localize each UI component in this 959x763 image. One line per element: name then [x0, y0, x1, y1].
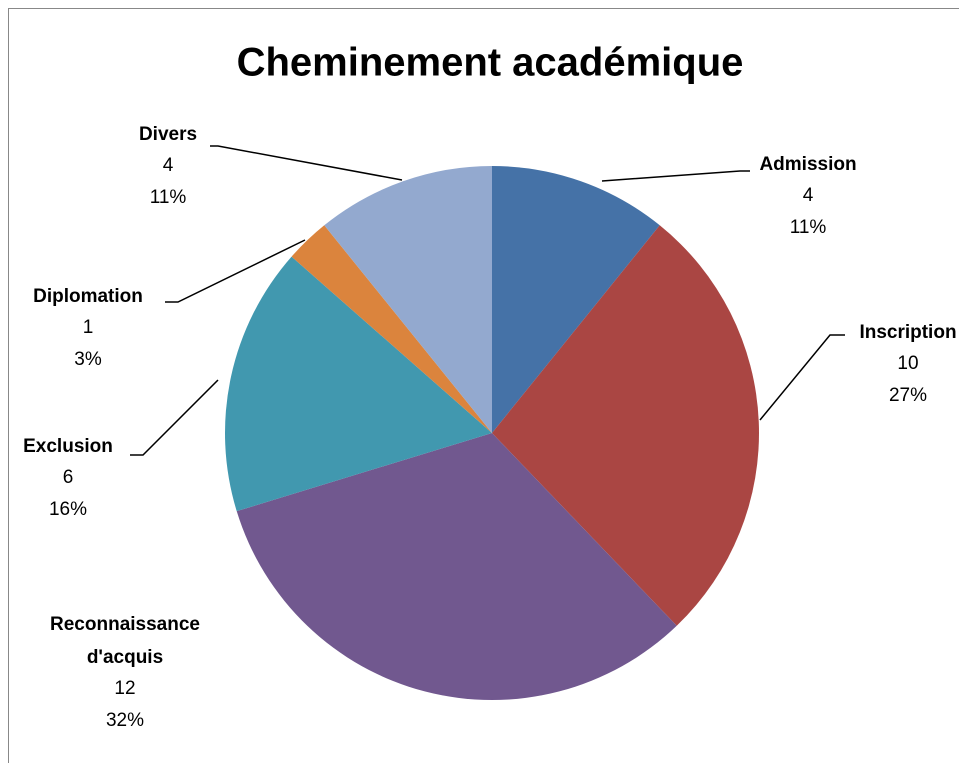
value-label: 10 [897, 353, 918, 374]
leader-line [130, 379, 219, 456]
percent-label: 16% [49, 499, 87, 520]
percent-label: 11% [790, 217, 827, 238]
chart-title: Cheminement académique [237, 41, 744, 85]
value-label: 4 [163, 155, 174, 176]
percent-label: 32% [106, 710, 144, 731]
pie-slice [492, 166, 660, 433]
value-label: 6 [63, 467, 74, 488]
pie-slice [291, 225, 492, 433]
percent-label: 3% [74, 349, 102, 370]
value-label: 1 [83, 317, 94, 338]
leader-line [210, 145, 403, 181]
leader-line [759, 334, 845, 421]
pie-slice [236, 433, 677, 700]
category-label: Reconnaissance d'acquis [50, 614, 200, 668]
percent-label: 11% [150, 187, 187, 208]
category-label: Divers [139, 124, 197, 145]
category-label: Exclusion [23, 436, 113, 457]
pie-slice [225, 256, 492, 512]
value-label: 4 [803, 185, 814, 206]
value-label: 12 [114, 678, 135, 699]
category-label: Inscription [859, 322, 956, 343]
pie-slice [492, 225, 759, 626]
category-label: Diplomation [33, 286, 143, 307]
category-label: Admission [759, 154, 856, 175]
leader-line [165, 239, 306, 303]
leader-line [601, 170, 750, 182]
percent-label: 27% [889, 385, 927, 406]
pie-slice [324, 166, 492, 433]
